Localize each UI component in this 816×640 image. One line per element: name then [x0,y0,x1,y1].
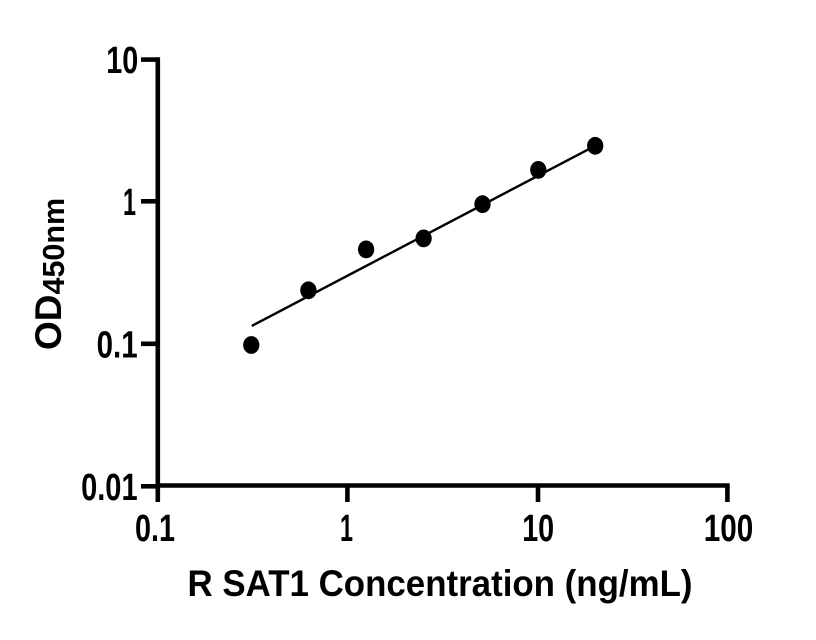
svg-text:0.1: 0.1 [135,508,175,550]
svg-text:100: 100 [704,508,754,550]
svg-text:1: 1 [340,508,353,550]
svg-text:10: 10 [106,40,138,82]
svg-text:R SAT1 Concentration (ng/mL): R SAT1 Concentration (ng/mL) [188,563,693,604]
svg-text:OD450nm: OD450nm [28,198,71,350]
svg-text:0.01: 0.01 [81,467,138,509]
svg-text:10: 10 [522,508,554,550]
svg-text:1: 1 [123,182,136,224]
svg-text:0.1: 0.1 [97,324,138,366]
